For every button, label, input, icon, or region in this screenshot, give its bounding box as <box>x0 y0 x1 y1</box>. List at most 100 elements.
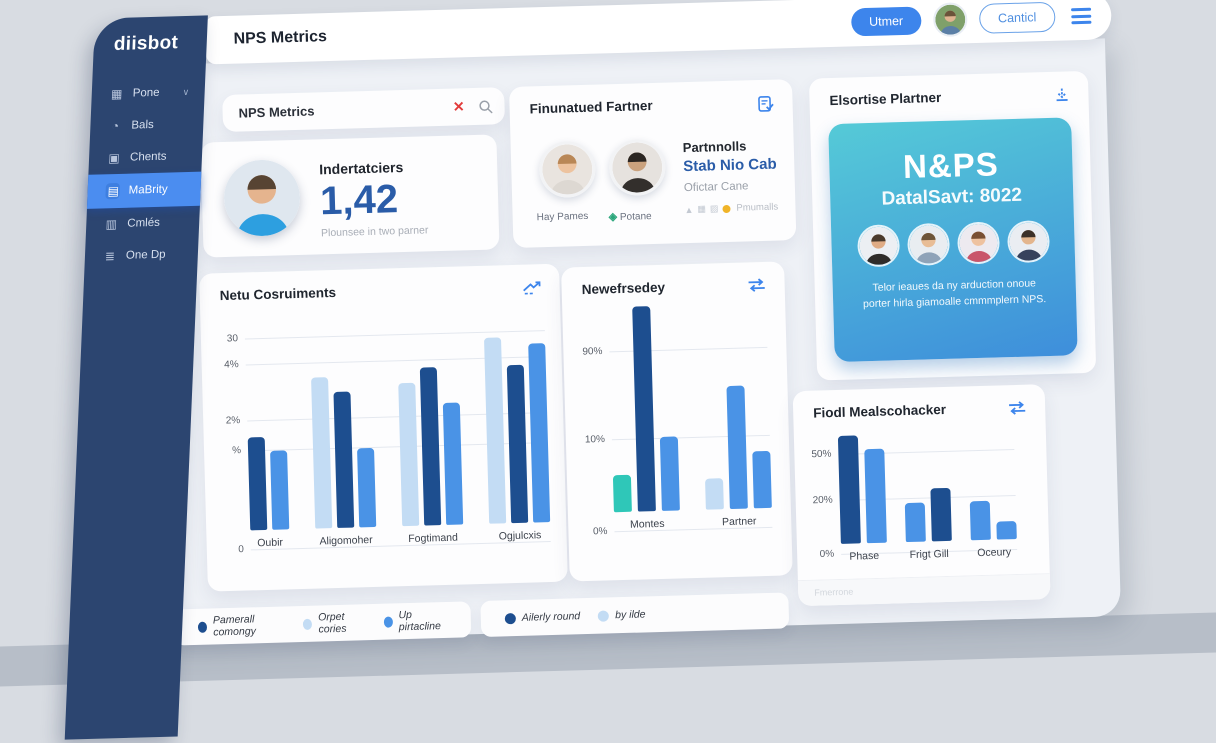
download-icon[interactable] <box>1053 86 1070 103</box>
bar-group: Aligomoher <box>311 376 377 548</box>
panel-icon: ▣ <box>107 151 122 165</box>
sidebar-item-cml-s[interactable]: ▥ Cmlés <box>86 206 200 241</box>
indicator-value: 1,42 <box>320 177 399 224</box>
sidebar-item-label: MaBrity <box>128 184 167 197</box>
navy-bar <box>838 435 861 544</box>
person-label: ◈ Potane <box>608 209 651 223</box>
bars-icon: ▨ <box>710 203 719 214</box>
mid-bar <box>270 450 289 529</box>
mid-bar <box>443 403 463 525</box>
bar-group: Oceury <box>970 500 1018 559</box>
y-axis-tick: 50% <box>811 448 831 460</box>
light-bar <box>484 337 506 523</box>
y-axis-tick: % <box>232 445 241 456</box>
avatar[interactable] <box>933 2 968 37</box>
mid-bar <box>905 503 926 543</box>
legend-item: by ilde <box>598 608 646 621</box>
sidebar-item-chents[interactable]: ▣ Chents <box>88 140 202 175</box>
user-button[interactable]: Utmer <box>851 6 922 36</box>
legend-label: Pamerall comongy <box>213 612 286 638</box>
legend-item: Ailerly round <box>505 610 581 624</box>
x-axis-label: Fogtimand <box>408 532 458 545</box>
avatar <box>857 224 900 267</box>
bar-group: Fogtimand <box>398 367 464 546</box>
y-axis-tick: 90% <box>582 346 602 358</box>
y-axis-tick: 0% <box>593 526 608 537</box>
shuffle-arrows-icon[interactable] <box>746 277 766 294</box>
mid-bar <box>970 501 991 541</box>
avatar <box>609 139 667 197</box>
menu-icon[interactable] <box>1067 4 1096 29</box>
legend-label: Orpet cories <box>318 610 366 635</box>
light-bar <box>398 383 419 526</box>
chart-title: Netu Cosruiments <box>220 285 337 303</box>
sidebar-item-mabrity[interactable]: ▤ MaBrity <box>87 172 201 209</box>
search-value: NPS Metrics <box>238 100 453 121</box>
sidebar-item-bals[interactable]: ◔ Bals <box>90 108 204 143</box>
x-axis-label: Phase <box>849 550 879 563</box>
legend-label: Ailerly round <box>522 610 581 624</box>
mid-bar <box>726 386 747 509</box>
navy-bar <box>507 365 528 523</box>
legend-dot <box>303 618 312 629</box>
x-axis-label: Oubir <box>257 537 283 550</box>
sidebar-item-label: Pone <box>132 87 159 100</box>
x-axis-label: Aligomoher <box>319 534 372 547</box>
nps-card: Elsortise Plartner N&PS DatalSavt: 8022 … <box>809 71 1096 381</box>
status-dot <box>722 204 730 212</box>
nps-description: Telor ieaues da ny arduction onoue porte… <box>859 275 1051 313</box>
legend-dot <box>198 621 207 632</box>
navy-bar <box>420 367 441 525</box>
avatar <box>539 141 597 199</box>
x-axis-label: Ogjulcxis <box>499 529 542 542</box>
indicator-title: Indertatciers <box>319 159 403 177</box>
y-axis-tick: 0% <box>820 548 835 559</box>
header-actions: Utmer Canticl <box>850 0 1095 46</box>
search-input[interactable]: NPS Metrics ✕ <box>222 87 505 132</box>
chevron-down-icon: ∨ <box>182 86 189 97</box>
light-bar <box>705 478 724 509</box>
bar-group: Partner <box>702 385 772 529</box>
indicator-card: Indertatciers 1,42 Plounsee in two parne… <box>200 134 499 257</box>
sidebar-menu: ▦ Pone∨◔ Bals▣ Chents▤ MaBrity▥ Cmlés≣ O… <box>84 75 205 272</box>
mid-bar <box>357 448 376 527</box>
legend-dot <box>598 610 609 621</box>
page-title: NPS Metrics <box>233 28 327 49</box>
clipboard-check-icon[interactable] <box>756 95 774 113</box>
sidebar-item-one-dp[interactable]: ≣ One Dp <box>84 238 198 273</box>
sidebar-item-label: Bals <box>131 119 154 132</box>
contact-button[interactable]: Canticl <box>979 2 1056 34</box>
legend-item: Pamerall comongy <box>198 612 286 638</box>
y-axis-tick: 10% <box>585 434 605 446</box>
trend-arrows-icon[interactable] <box>521 279 541 296</box>
indicator-subtitle: Plounsee in two parner <box>321 224 429 239</box>
navy-bar <box>248 437 268 530</box>
search-icon[interactable] <box>478 99 492 113</box>
avatar <box>1006 220 1049 263</box>
legend-dot <box>505 613 516 624</box>
mid-bar <box>864 449 887 544</box>
sidebar-item-pone[interactable]: ▦ Pone∨ <box>91 75 205 110</box>
doc-icon: ▥ <box>104 217 119 231</box>
dial-icon: ◔ <box>108 119 123 133</box>
bar-group: Oubir <box>248 436 290 549</box>
card-title: Elsortise Plartner <box>829 90 941 108</box>
navy-bar <box>333 392 354 528</box>
clear-search-icon[interactable]: ✕ <box>453 98 465 115</box>
swap-arrows-icon[interactable] <box>1007 400 1027 417</box>
mountain-icon: ▲ <box>684 204 693 214</box>
partner-subheading: Stab Nio Cab <box>683 156 777 176</box>
dashboard: NPS Metrics Utmer Canticl diisbot ▦ Pone… <box>0 0 1216 657</box>
mid-bar <box>996 521 1016 540</box>
sidebar-item-label: Chents <box>130 151 167 164</box>
chart-title: Newefrsedey <box>581 280 665 297</box>
list-icon: ≣ <box>103 249 118 263</box>
person-label: Hay Pames <box>537 211 589 223</box>
sidebar-item-label: One Dp <box>126 249 166 262</box>
